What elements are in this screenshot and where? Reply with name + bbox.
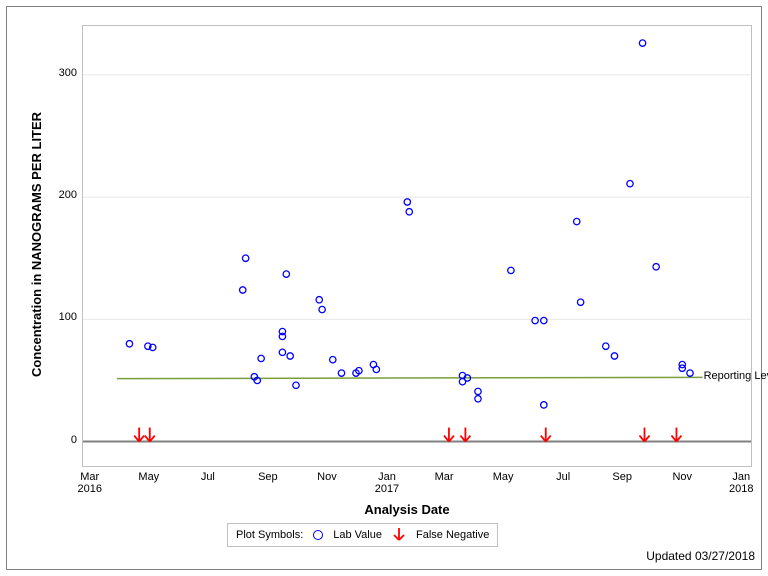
updated-text: Updated 03/27/2018: [646, 549, 755, 563]
x-tick-label: Jul: [188, 471, 228, 483]
y-tick-label: 200: [47, 189, 77, 201]
plot-area: [82, 25, 752, 467]
x-tick-label: Jul: [543, 471, 583, 483]
x-tick-label: Mar: [424, 471, 464, 483]
x-tick-label: Jan2017: [367, 471, 407, 495]
plot-svg: [83, 26, 751, 466]
x-tick-label: Jan2018: [721, 471, 761, 495]
false-negative-icon: [392, 527, 406, 543]
x-tick-label: Nov: [662, 471, 702, 483]
lab-value-icon: [313, 530, 323, 540]
x-tick-label: Sep: [602, 471, 642, 483]
legend-lab-value: Lab Value: [333, 529, 382, 541]
x-tick-label: Nov: [307, 471, 347, 483]
y-tick-label: 100: [47, 311, 77, 323]
legend: Plot Symbols: Lab Value False Negative: [227, 523, 498, 547]
y-axis-label: Concentration in NANOGRAMS PER LITER: [29, 112, 44, 377]
reporting-level-label: Reporting Level: [704, 370, 768, 382]
legend-false-negative: False Negative: [416, 529, 489, 541]
x-tick-label: Mar2016: [70, 471, 110, 495]
x-tick-label: Sep: [248, 471, 288, 483]
x-tick-label: May: [483, 471, 523, 483]
chart-frame: Concentration in NANOGRAMS PER LITER Rep…: [6, 6, 762, 570]
y-tick-label: 0: [47, 434, 77, 446]
x-tick-label: May: [129, 471, 169, 483]
x-axis-label: Analysis Date: [307, 502, 507, 517]
y-tick-label: 300: [47, 67, 77, 79]
legend-title: Plot Symbols:: [236, 529, 303, 541]
